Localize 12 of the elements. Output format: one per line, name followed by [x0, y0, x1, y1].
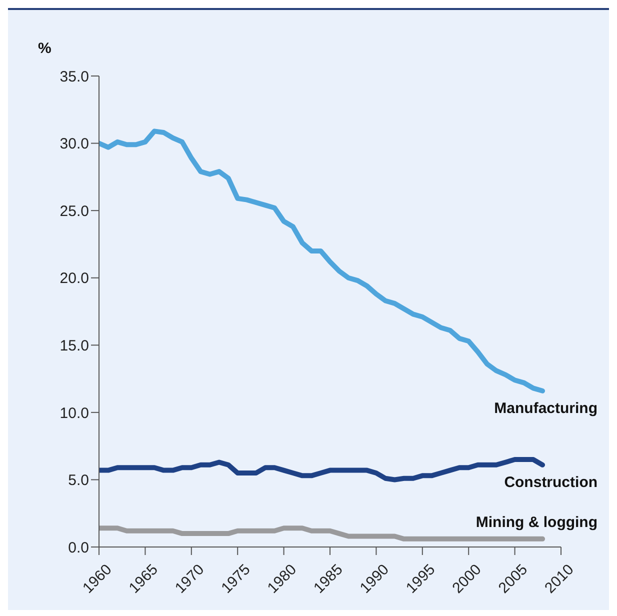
- y-tick-label: 0.0: [68, 539, 89, 556]
- y-tick-label: 10.0: [60, 404, 89, 422]
- y-tick-label: 30.0: [60, 136, 89, 153]
- y-axis-title: %: [38, 40, 52, 57]
- series-label: Mining & logging: [476, 514, 598, 531]
- y-tick-label: 20.0: [60, 270, 89, 288]
- y-tick-label: 35.0: [60, 68, 89, 86]
- y-tick-label: 15.0: [60, 337, 89, 354]
- series-label: Construction: [504, 474, 598, 491]
- series-label: Manufacturing: [494, 400, 598, 417]
- y-tick-label: 25.0: [60, 202, 89, 220]
- y-tick-label: 5.0: [68, 472, 89, 490]
